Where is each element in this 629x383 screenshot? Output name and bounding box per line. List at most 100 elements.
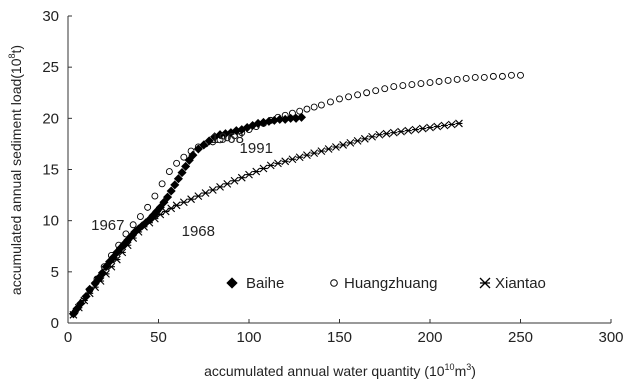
- xiantao-point: [368, 132, 376, 141]
- huangzhuang-point: [317, 101, 325, 109]
- xiantao-point: [317, 147, 326, 155]
- huangzhuang-point: [245, 126, 253, 134]
- baihe-point: [170, 180, 180, 190]
- huangzhuang-point: [187, 147, 195, 155]
- huangzhuang-point: [136, 213, 144, 221]
- huangzhuang-point: [444, 77, 452, 84]
- x-tick-label: 300: [598, 329, 623, 346]
- huangzhuang-point: [435, 78, 443, 85]
- xiantao-point: [223, 179, 232, 188]
- huangzhuang-point: [408, 81, 416, 89]
- huangzhuang-point: [194, 143, 202, 151]
- xiantao-point: [107, 262, 116, 271]
- legend-label-xiantao: Xiantao: [495, 275, 546, 292]
- baihe-point: [193, 144, 203, 154]
- annotation-1991: 1991: [240, 140, 273, 157]
- baihe-point: [173, 174, 183, 184]
- huangzhuang-point: [296, 107, 304, 115]
- huangzhuang-point: [158, 180, 166, 188]
- xiantao-point: [353, 136, 362, 145]
- xiantao-point: [274, 159, 282, 168]
- x-ticks: 0 50 100 150 200 250 300: [64, 319, 624, 346]
- xiantao-point: [324, 145, 333, 153]
- x-tick-label: 50: [150, 329, 167, 346]
- annotation-1968: 1968: [182, 223, 215, 240]
- xiantao-point: [281, 157, 290, 166]
- huangzhuang-point: [209, 138, 217, 146]
- huangzhuang-point: [372, 87, 380, 95]
- legend-item-huangzhuang: Huangzhuang: [330, 275, 437, 292]
- xiantao-point: [245, 170, 253, 179]
- huangzhuang-point: [281, 111, 289, 119]
- y-tick-label: 20: [42, 110, 59, 127]
- huangzhuang-point: [180, 153, 188, 161]
- baihe-point: [166, 186, 176, 196]
- xiantao-point: [411, 125, 420, 134]
- huangzhuang-point: [216, 136, 224, 144]
- baihe-point: [163, 192, 173, 202]
- huangzhuang-point: [471, 73, 479, 81]
- data-points: [68, 71, 524, 319]
- y-tick-label: 15: [42, 162, 59, 179]
- huangzhuang-point: [151, 192, 159, 200]
- x-tick-label: 100: [236, 329, 261, 346]
- xiantao-point: [303, 151, 311, 160]
- huangzhuang-point: [260, 119, 267, 127]
- xiantao-point: [397, 127, 405, 136]
- y-tick-label: 0: [51, 315, 59, 332]
- huangzhuang-point: [310, 103, 318, 111]
- huangzhuang-point: [122, 230, 130, 238]
- y-axis-label: accumulated annual sediment load(108t): [7, 45, 24, 295]
- huangzhuang-point: [100, 263, 108, 271]
- xiantao-point: [187, 195, 195, 204]
- huangzhuang-point: [390, 83, 398, 91]
- huangzhuang-point: [274, 113, 282, 121]
- xiantao-point: [360, 134, 369, 143]
- legend-label-huangzhuang: Huangzhuang: [344, 275, 437, 292]
- legend: Baihe Huangzhuang Xiantao: [226, 275, 546, 292]
- xiantao-point: [216, 183, 224, 191]
- huangzhuang-point: [399, 82, 407, 90]
- huangzhuang-point: [363, 89, 371, 97]
- xiantao-point: [447, 120, 456, 129]
- xiantao-point: [375, 130, 384, 139]
- xiantao-point: [252, 167, 261, 176]
- xiantao-point: [80, 296, 89, 305]
- huangzhuang-point: [129, 221, 137, 229]
- huangzhuang-point: [498, 72, 506, 80]
- y-tick-label: 10: [42, 213, 59, 230]
- baihe-point: [188, 150, 198, 160]
- huangzhuang-point: [480, 73, 488, 81]
- legend-label-baihe: Baihe: [246, 275, 284, 292]
- xiantao-point: [96, 277, 105, 285]
- xiantao-point: [440, 121, 449, 130]
- huangzhuang-point: [202, 140, 210, 148]
- huangzhuang-point: [303, 105, 311, 113]
- huangzhuang-point: [489, 72, 497, 80]
- xiantao-point: [346, 139, 355, 147]
- xiantao-point: [123, 241, 132, 250]
- huangzhuang-point: [115, 241, 123, 249]
- huangzhuang-point: [288, 109, 296, 117]
- y-tick-label: 30: [42, 8, 59, 25]
- xiantao-point: [433, 122, 442, 131]
- xiantao-point: [404, 126, 413, 135]
- xiantao-point: [118, 248, 127, 257]
- huangzhuang-point: [354, 91, 362, 99]
- x-tick-label: 150: [327, 329, 352, 346]
- huangzhuang-point: [165, 168, 173, 175]
- huangzhuang-point: [144, 203, 152, 211]
- x-tick-label: 250: [508, 329, 533, 346]
- huangzhuang-point: [517, 71, 524, 79]
- legend-marker-star: [479, 277, 491, 289]
- xiantao-point: [389, 128, 398, 137]
- xiantao-point: [259, 164, 268, 173]
- xiantao-point: [140, 222, 148, 231]
- xiantao-point: [426, 123, 434, 132]
- xiantao-point: [179, 198, 188, 207]
- y-tick-label: 5: [51, 264, 59, 281]
- xiantao-point: [172, 201, 181, 210]
- xiantao-point: [150, 214, 159, 223]
